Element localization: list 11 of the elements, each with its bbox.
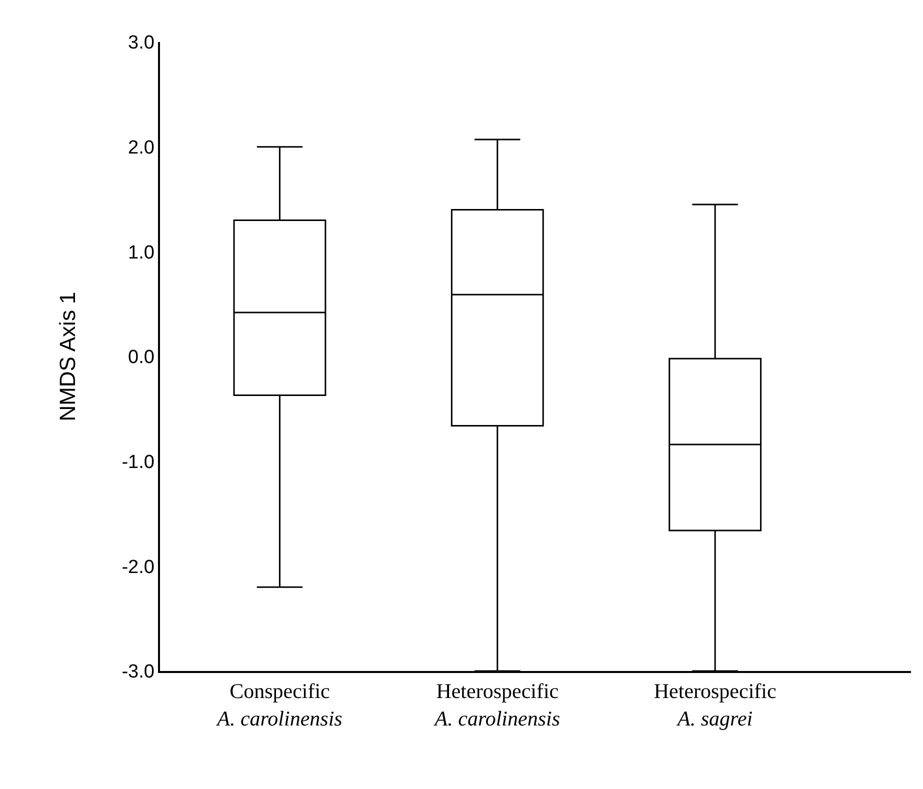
- x-tick-label: Heterospecific A. sagrei: [654, 678, 776, 730]
- y-tick-label: -3.0: [122, 662, 154, 683]
- y-tick-label: 3.0: [128, 32, 154, 54]
- y-tick-label: 2.0: [128, 137, 154, 158]
- y-tick-label: -2.0: [122, 556, 154, 578]
- x-tick-label: Heterospecific A. carolinensis: [432, 678, 560, 730]
- y-tick-label: -1.0: [122, 452, 154, 473]
- x-tick-label: Conspecific A. carolinensis: [215, 678, 342, 730]
- y-axis-title: NMDS Axis 1: [55, 292, 80, 422]
- y-tick-label: 1.0: [128, 242, 154, 264]
- y-tick-label: 0.0: [128, 347, 154, 368]
